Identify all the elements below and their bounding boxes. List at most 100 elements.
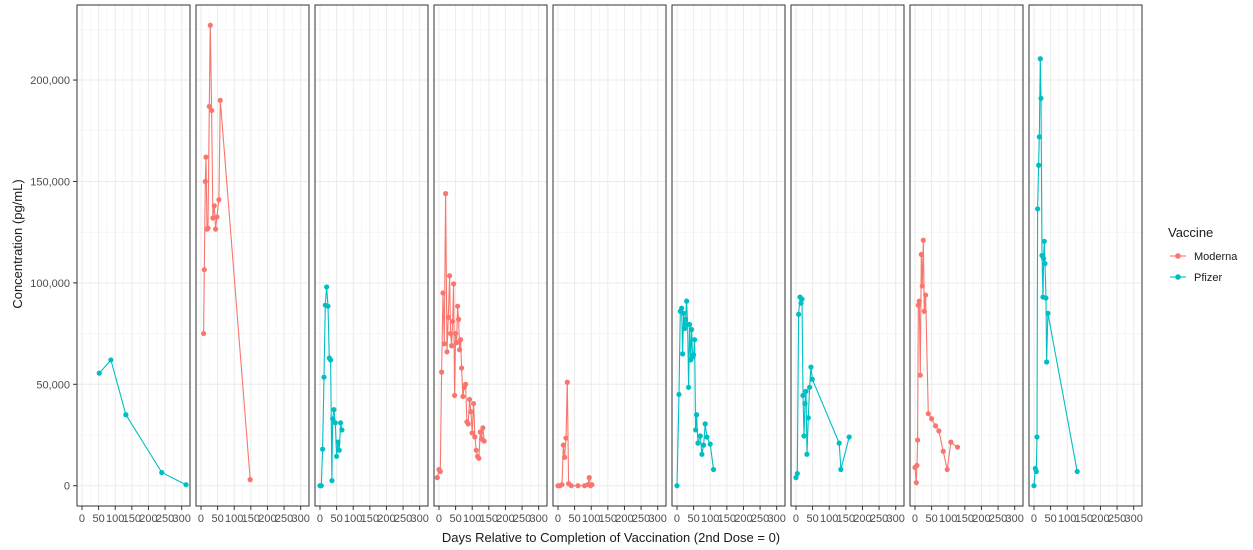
y-tick-label: 200,000 bbox=[30, 75, 70, 87]
data-point bbox=[319, 483, 324, 488]
data-point bbox=[208, 23, 213, 28]
x-tick-label: 50 bbox=[211, 513, 223, 525]
data-point bbox=[802, 401, 807, 406]
data-point bbox=[472, 434, 477, 439]
data-point bbox=[679, 306, 684, 311]
x-tick-label: 200 bbox=[615, 513, 633, 525]
data-point bbox=[159, 470, 164, 475]
data-point bbox=[108, 357, 113, 362]
x-tick-label: 300 bbox=[1006, 513, 1024, 525]
x-tick-label: 50 bbox=[568, 513, 580, 525]
data-point bbox=[917, 299, 922, 304]
x-tick-label: 200 bbox=[734, 513, 752, 525]
data-point bbox=[926, 411, 931, 416]
data-point bbox=[681, 311, 686, 316]
data-point bbox=[451, 281, 456, 286]
data-point bbox=[847, 434, 852, 439]
data-point bbox=[808, 364, 813, 369]
data-point bbox=[1036, 163, 1041, 168]
data-point bbox=[804, 452, 809, 457]
data-point bbox=[334, 454, 339, 459]
x-tick-label: 0 bbox=[198, 513, 204, 525]
data-point bbox=[1037, 134, 1042, 139]
data-point bbox=[212, 203, 217, 208]
data-point bbox=[216, 197, 221, 202]
data-point bbox=[919, 252, 924, 257]
data-point bbox=[806, 415, 811, 420]
data-point bbox=[435, 475, 440, 480]
y-tick-label: 0 bbox=[64, 481, 70, 493]
data-point bbox=[801, 433, 806, 438]
data-point bbox=[1034, 434, 1039, 439]
x-tick-label: 300 bbox=[173, 513, 191, 525]
data-point bbox=[684, 299, 689, 304]
x-tick-label: 50 bbox=[449, 513, 461, 525]
data-point bbox=[929, 416, 934, 421]
data-point bbox=[443, 191, 448, 196]
data-point bbox=[1038, 56, 1043, 61]
data-point bbox=[704, 434, 709, 439]
data-point bbox=[438, 469, 443, 474]
data-point bbox=[202, 267, 207, 272]
data-point bbox=[320, 447, 325, 452]
series-line-pfizer bbox=[1034, 59, 1077, 486]
series-line-pfizer bbox=[796, 297, 849, 478]
data-point bbox=[565, 380, 570, 385]
data-point bbox=[1042, 261, 1047, 266]
data-point bbox=[460, 394, 465, 399]
data-point bbox=[442, 341, 447, 346]
x-tick-label: 250 bbox=[275, 513, 293, 525]
x-tick-label: 0 bbox=[1031, 513, 1037, 525]
x-tick-label: 300 bbox=[530, 513, 548, 525]
legend: Vaccine Moderna Pfizer bbox=[1168, 225, 1238, 284]
data-point bbox=[703, 421, 708, 426]
x-tick-label: 0 bbox=[555, 513, 561, 525]
x-tick-label: 50 bbox=[925, 513, 937, 525]
data-point bbox=[561, 443, 566, 448]
data-point bbox=[480, 425, 485, 430]
data-point bbox=[698, 433, 703, 438]
x-tick-label: 250 bbox=[513, 513, 531, 525]
data-point bbox=[439, 370, 444, 375]
x-tick-label: 100 bbox=[344, 513, 362, 525]
data-point bbox=[456, 317, 461, 322]
data-point bbox=[248, 477, 253, 482]
data-point bbox=[1043, 295, 1048, 300]
x-tick-label: 200 bbox=[1091, 513, 1109, 525]
data-point bbox=[455, 304, 460, 309]
data-point bbox=[339, 427, 344, 432]
x-axis-label: Days Relative to Completion of Vaccinati… bbox=[442, 530, 780, 545]
data-point bbox=[921, 238, 926, 243]
x-tick-label: 150 bbox=[718, 513, 736, 525]
series-line-pfizer bbox=[99, 360, 186, 485]
data-point bbox=[205, 226, 210, 231]
x-tick-label: 150 bbox=[123, 513, 141, 525]
x-tick-label: 100 bbox=[701, 513, 719, 525]
x-tick-label: 150 bbox=[837, 513, 855, 525]
data-point bbox=[795, 471, 800, 476]
data-point bbox=[218, 98, 223, 103]
x-tick-label: 0 bbox=[436, 513, 442, 525]
x-tick-label: 300 bbox=[1125, 513, 1143, 525]
x-tick-label: 50 bbox=[687, 513, 699, 525]
x-tick-label: 250 bbox=[989, 513, 1007, 525]
data-point bbox=[955, 445, 960, 450]
data-point bbox=[683, 317, 688, 322]
panel-9: 0 50 100150200250300 bbox=[1029, 5, 1143, 525]
data-point bbox=[914, 480, 919, 485]
data-point bbox=[468, 409, 473, 414]
x-tick-label: 300 bbox=[292, 513, 310, 525]
data-point bbox=[1035, 206, 1040, 211]
legend-label-moderna: Moderna bbox=[1194, 251, 1238, 263]
legend-key-dot-pfizer bbox=[1175, 274, 1181, 280]
data-point bbox=[209, 108, 214, 113]
data-point bbox=[1044, 359, 1049, 364]
x-tick-label: 150 bbox=[956, 513, 974, 525]
data-point bbox=[321, 375, 326, 380]
data-point bbox=[922, 309, 927, 314]
data-point bbox=[915, 437, 920, 442]
data-point bbox=[693, 427, 698, 432]
data-point bbox=[694, 412, 699, 417]
